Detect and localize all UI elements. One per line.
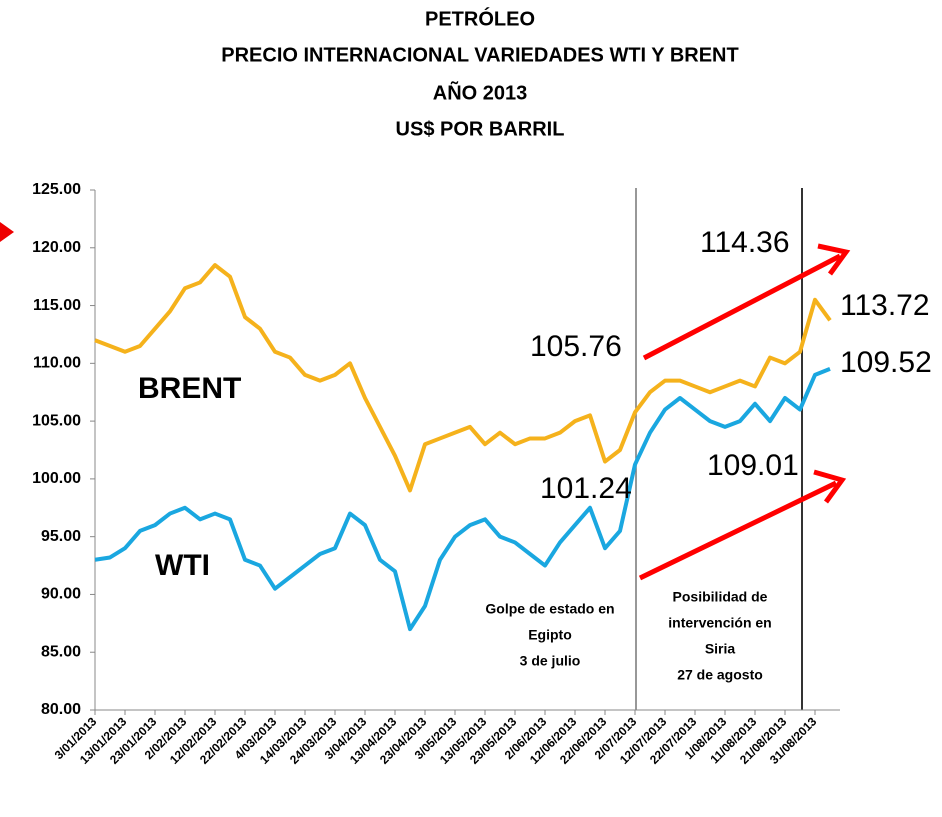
chart-title: PRECIO INTERNACIONAL VARIEDADES WTI Y BR… <box>221 44 738 66</box>
y-tick-label: 105.00 <box>32 412 81 429</box>
annotation: 114.36 <box>700 226 790 259</box>
event-label: intervención en <box>668 615 771 631</box>
y-tick-label: 100.00 <box>32 470 81 487</box>
annotation: 109.52 <box>840 346 932 379</box>
event-label: 3 de julio <box>520 653 581 669</box>
event-label: Posibilidad de <box>673 589 768 605</box>
event-label: Siria <box>705 641 736 657</box>
y-tick-label: 115.00 <box>33 297 81 314</box>
y-tick-label: 125.00 <box>32 181 81 198</box>
chart-title: AÑO 2013 <box>433 81 528 104</box>
annotation: 105.76 <box>530 330 622 363</box>
trend-arrow <box>638 243 851 581</box>
annotation: 101.24 <box>540 472 632 505</box>
event-label: Egipto <box>528 627 572 643</box>
annotation: 113.72 <box>840 289 930 322</box>
annotation: 109.01 <box>707 449 799 482</box>
event-label: 27 de agosto <box>677 667 763 683</box>
series-line <box>94 367 831 632</box>
series-label: BRENT <box>138 372 241 405</box>
y-tick-label: 80.00 <box>41 701 81 718</box>
y-tick-label: 85.00 <box>41 643 81 660</box>
y-tick-label: 110.00 <box>33 355 81 372</box>
y-tick-label: 95.00 <box>41 528 81 545</box>
y-tick-label: 90.00 <box>41 586 81 603</box>
series-label: WTI <box>155 549 210 582</box>
y-tick-label: 120.00 <box>32 239 81 256</box>
chart-title: US$ POR BARRIL <box>396 118 565 140</box>
series-line <box>94 263 832 493</box>
chart-title: PETRÓLEO <box>425 6 535 30</box>
event-label: Golpe de estado en <box>485 601 614 617</box>
marker <box>0 222 14 242</box>
